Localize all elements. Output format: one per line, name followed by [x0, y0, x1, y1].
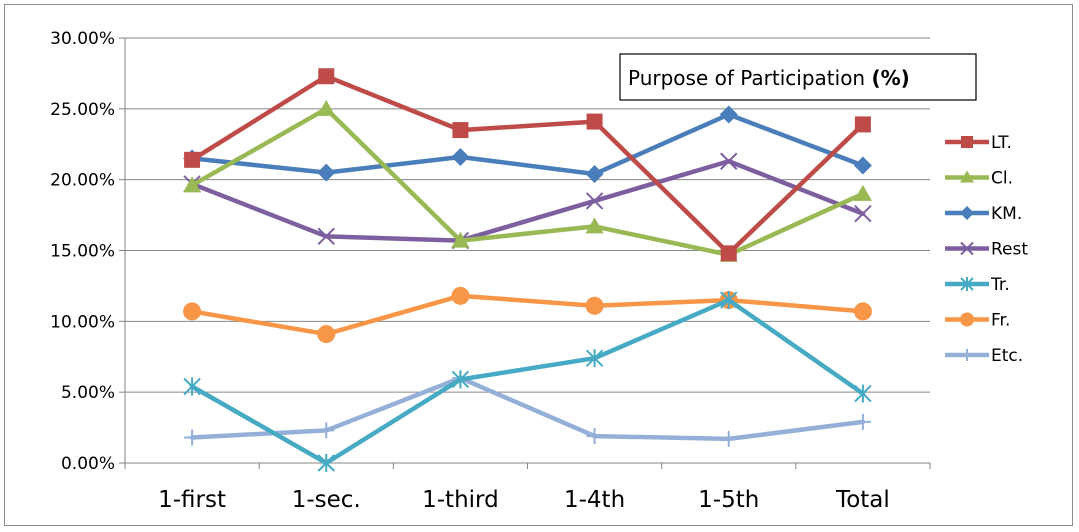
x-tick-label-5: Total	[835, 487, 890, 513]
svg-text:Purpose of Participation (%): Purpose of Participation (%)	[628, 66, 910, 90]
y-tick-label-2: 10.00%	[50, 312, 115, 332]
x-tick-label-3: 1-4th	[564, 487, 625, 513]
series-line-rest	[189, 159, 866, 243]
point-lt-4	[720, 245, 737, 262]
point-fr-2	[451, 286, 470, 305]
legend-item-etc: Etc.	[945, 346, 1023, 366]
point-etc-1	[318, 422, 335, 439]
point-tr-1	[317, 454, 335, 472]
point-km-4	[719, 105, 738, 124]
point-tr-5	[854, 384, 872, 403]
point-cl-2	[451, 231, 470, 248]
series-line-etc	[189, 375, 866, 442]
legend: LT. Cl. KM. Rest Tr. Fr. Etc.	[945, 133, 1028, 366]
series-line-fr	[189, 293, 866, 337]
point-km-3	[585, 165, 604, 183]
series-line-lt	[189, 74, 866, 256]
point-lt-0	[184, 151, 201, 168]
point-rest-5-stroke-b	[854, 204, 872, 223]
point-rest-3-stroke-b	[585, 192, 604, 210]
point-tr-4	[720, 291, 738, 310]
legend-label-etc: Etc.	[991, 346, 1023, 366]
point-cl-0	[183, 176, 202, 193]
series-tr	[183, 291, 872, 472]
point-lt-3	[586, 113, 603, 130]
legend-marker-lt	[961, 136, 973, 148]
legend-item-fr: Fr.	[945, 311, 1010, 331]
legend-marker-rest-stroke-b	[960, 241, 974, 256]
point-etc-4	[720, 430, 737, 447]
legend-marker-tr	[960, 277, 974, 291]
y-tick-label-5: 25.00%	[50, 100, 115, 120]
y-tick-label-4: 20.00%	[50, 171, 115, 191]
point-etc-0	[184, 429, 201, 446]
point-fr-5	[853, 302, 872, 321]
point-etc-5	[854, 413, 871, 430]
y-tick-label-3: 15.00%	[50, 242, 115, 262]
legend-label-fr: Fr.	[991, 311, 1010, 331]
legend-label-rest: Rest	[991, 240, 1028, 260]
legend-label-lt: LT.	[991, 133, 1012, 153]
legend-item-km: KM.	[945, 204, 1022, 224]
y-tick-label-0: 0.00%	[61, 454, 115, 474]
chart-title-unit: (%)	[871, 66, 909, 90]
point-fr-0	[183, 302, 202, 321]
legend-item-cl: Cl.	[945, 169, 1013, 189]
series-line-tr	[189, 297, 866, 466]
y-tick-label-1: 5.00%	[61, 383, 115, 403]
axes: 0.00% 5.00% 10.00% 15.00% 20.00% 25.00% 30.00%…	[50, 29, 931, 513]
point-tr-0	[183, 377, 201, 396]
point-etc-3	[586, 428, 603, 445]
point-tr-3	[585, 349, 604, 368]
series-line-km	[189, 112, 866, 177]
point-km-1	[317, 163, 336, 182]
series-etc	[184, 370, 871, 447]
x-tick-label-0: 1-first	[158, 487, 226, 513]
y-tick-label-6: 30.00%	[50, 29, 115, 49]
series-km	[183, 105, 872, 183]
legend-item-tr: Tr.	[945, 275, 1010, 295]
point-rest-3	[585, 192, 604, 210]
point-fr-1	[317, 325, 336, 344]
legend-marker-cl	[960, 170, 974, 183]
legend-item-rest: Rest	[945, 240, 1028, 260]
point-tr-2	[451, 370, 470, 389]
point-cl-3	[585, 217, 604, 234]
legend-marker-fr	[960, 312, 974, 327]
point-rest-5	[854, 204, 872, 223]
point-rest-4	[720, 152, 738, 170]
point-rest-1	[317, 227, 335, 246]
legend-label-tr: Tr.	[990, 275, 1010, 295]
point-lt-1	[318, 68, 335, 85]
point-cl-1	[317, 99, 336, 116]
legend-label-km: KM.	[991, 204, 1022, 224]
series-layer	[183, 68, 872, 472]
legend-item-lt: LT.	[945, 133, 1012, 153]
chart-title-box: Purpose of Participation (%)	[619, 53, 977, 101]
point-lt-2	[452, 122, 469, 139]
x-tick-label-2: 1-third	[422, 487, 499, 513]
legend-marker-rest	[960, 241, 974, 256]
point-fr-3	[585, 296, 604, 315]
series-line-cl	[189, 106, 866, 257]
x-tick-label-4: 1-5th	[698, 487, 759, 513]
legend-marker-km	[960, 206, 974, 220]
point-rest-1-stroke-b	[317, 227, 335, 246]
series-fr	[183, 286, 872, 344]
series-lt	[184, 68, 871, 262]
point-km-5	[853, 156, 872, 175]
point-lt-5	[854, 116, 871, 133]
point-rest-4-stroke-b	[720, 152, 738, 170]
legend-label-cl: Cl.	[991, 169, 1013, 189]
x-tick-label-1: 1-sec.	[292, 487, 361, 513]
point-km-2	[451, 148, 470, 166]
point-cl-5	[853, 184, 872, 201]
legend-marker-etc	[961, 349, 973, 361]
chart-title: Purpose of Participation	[628, 66, 871, 90]
